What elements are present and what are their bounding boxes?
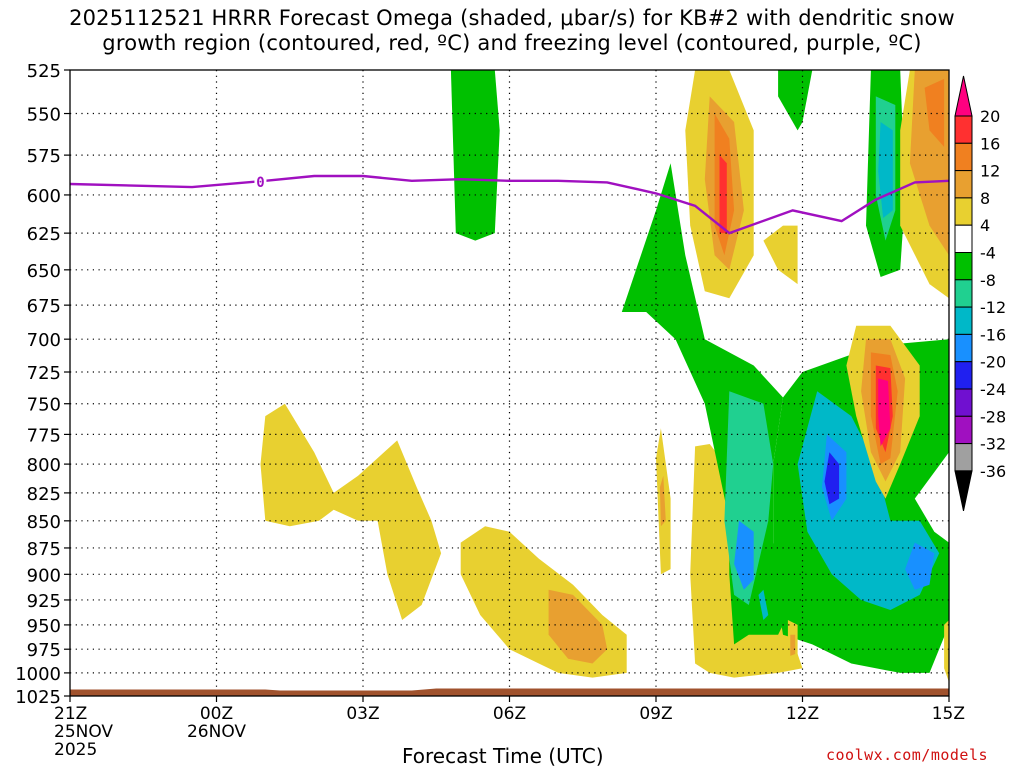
colorbar-bottom-arrow xyxy=(954,470,973,512)
omega-region-2 xyxy=(460,526,627,678)
colorbar-segment-8 xyxy=(954,333,973,363)
colorbar-segment-3 xyxy=(954,197,973,226)
colorbar-top-arrow xyxy=(954,75,973,117)
colorbar-label-0: 20 xyxy=(980,107,1000,126)
chart-title-line1: 2025112521 HRRR Forecast Omega (shaded, … xyxy=(69,6,955,30)
ground-strip xyxy=(70,688,949,696)
colorbar-segment-4 xyxy=(954,224,973,253)
x-tick-label-09Z: 09Z xyxy=(639,704,672,724)
omega-region-34 xyxy=(944,620,949,683)
freezing-level-label: 0 xyxy=(256,175,264,191)
y-tick-label-550: 550 xyxy=(27,105,61,126)
x-tick-label-03Z: 03Z xyxy=(346,704,379,724)
colorbar: 20 16 12 8 4 -4 -8 -12 -16 -20 -24 -28 -32 -36 xyxy=(954,75,1006,512)
colorbar-label-13: -36 xyxy=(980,462,1006,481)
colorbar-segment-5 xyxy=(954,252,973,281)
y-tick-label-875: 875 xyxy=(27,539,61,560)
y-tick-label-1025: 1025 xyxy=(15,687,61,708)
y-tick-label-925: 925 xyxy=(27,591,61,612)
y-tick-label-975: 975 xyxy=(27,640,61,661)
omega-shading xyxy=(260,70,949,683)
x-axis-label: Forecast Time (UTC) xyxy=(402,744,604,768)
colorbar-label-3: 8 xyxy=(980,189,990,208)
x-tick-label-15Z: 15Z xyxy=(932,704,965,724)
colorbar-segment-1 xyxy=(954,142,973,172)
colorbar-label-8: -16 xyxy=(980,325,1006,344)
colorbar-label-12: -32 xyxy=(980,435,1006,454)
y-tick-label-675: 675 xyxy=(27,296,61,317)
colorbar-segment-12 xyxy=(954,443,973,472)
x-tick-label-06Z: 06Z xyxy=(493,704,526,724)
credit-text: coolwx.com/models xyxy=(826,746,989,764)
colorbar-segment-0 xyxy=(954,115,973,144)
colorbar-segment-11 xyxy=(954,415,973,445)
colorbar-label-4: 4 xyxy=(980,216,990,235)
y-tick-label-950: 950 xyxy=(27,616,61,637)
omega-region-1 xyxy=(260,403,442,620)
omega-region-10 xyxy=(734,520,754,590)
x-tick-date-00Z: 26NOV xyxy=(187,722,246,742)
omega-region-26 xyxy=(878,378,891,447)
x-tick-year-21Z: 2025 xyxy=(54,740,97,760)
y-tick-label-850: 850 xyxy=(27,512,61,533)
colorbar-label-6: -8 xyxy=(980,271,996,290)
y-tick-label-1000: 1000 xyxy=(15,664,61,685)
chart-title: 2025112521 HRRR Forecast Omega (shaded, … xyxy=(0,6,1024,56)
omega-region-13 xyxy=(778,70,813,131)
omega-region-21 xyxy=(763,225,798,285)
x-tick-label-12Z: 12Z xyxy=(786,704,819,724)
omega-region-12 xyxy=(824,452,840,505)
omega-region-35 xyxy=(758,589,769,620)
colorbar-segment-6 xyxy=(954,279,973,308)
freezing-level-layer: 0 xyxy=(69,171,950,235)
y-tick-label-600: 600 xyxy=(27,186,61,207)
x-tick-label-21Z: 21Z xyxy=(54,704,87,724)
gridlines xyxy=(70,70,949,696)
freezing-level-line xyxy=(69,174,950,235)
colorbar-label-11: -28 xyxy=(980,407,1006,426)
colorbar-label-9: -20 xyxy=(980,353,1006,372)
colorbar-segment-2 xyxy=(954,170,973,199)
colorbar-segment-9 xyxy=(954,361,973,390)
colorbar-segment-7 xyxy=(954,306,973,335)
omega-region-20 xyxy=(719,155,727,234)
x-tick-date-21Z: 25NOV xyxy=(54,722,113,742)
y-tick-label-800: 800 xyxy=(27,455,61,476)
y-tick-label-900: 900 xyxy=(27,565,61,586)
colorbar-segment-10 xyxy=(954,388,973,417)
y-axis: 525 550 575 600 625 650 675 700 725 750 775 800 825 8… xyxy=(15,61,70,708)
colorbar-label-10: -24 xyxy=(980,380,1006,399)
y-tick-label-700: 700 xyxy=(27,330,61,351)
y-tick-label-575: 575 xyxy=(27,146,61,167)
y-tick-label-750: 750 xyxy=(27,395,61,416)
colorbar-label-2: 12 xyxy=(980,162,1000,181)
freezing-level-label-bg xyxy=(254,171,267,189)
y-tick-label-725: 725 xyxy=(27,363,61,384)
colorbar-label-5: -4 xyxy=(980,244,996,263)
omega-region-33 xyxy=(790,634,796,656)
y-tick-label-650: 650 xyxy=(27,261,61,282)
y-tick-label-775: 775 xyxy=(27,425,61,446)
ground-layer xyxy=(70,688,949,696)
omega-region-29 xyxy=(924,78,945,147)
colorbar-label-7: -12 xyxy=(980,298,1006,317)
chart-title-line2: growth region (contoured, red, ºC) and f… xyxy=(102,31,922,55)
omega-region-31 xyxy=(659,475,666,527)
y-tick-label-525: 525 xyxy=(27,61,61,82)
y-tick-label-825: 825 xyxy=(27,484,61,505)
colorbar-label-1: 16 xyxy=(980,134,1000,153)
omega-region-3 xyxy=(548,589,608,664)
x-tick-label-00Z: 00Z xyxy=(200,704,233,724)
omega-region-11 xyxy=(905,542,935,590)
y-tick-label-625: 625 xyxy=(27,224,61,245)
